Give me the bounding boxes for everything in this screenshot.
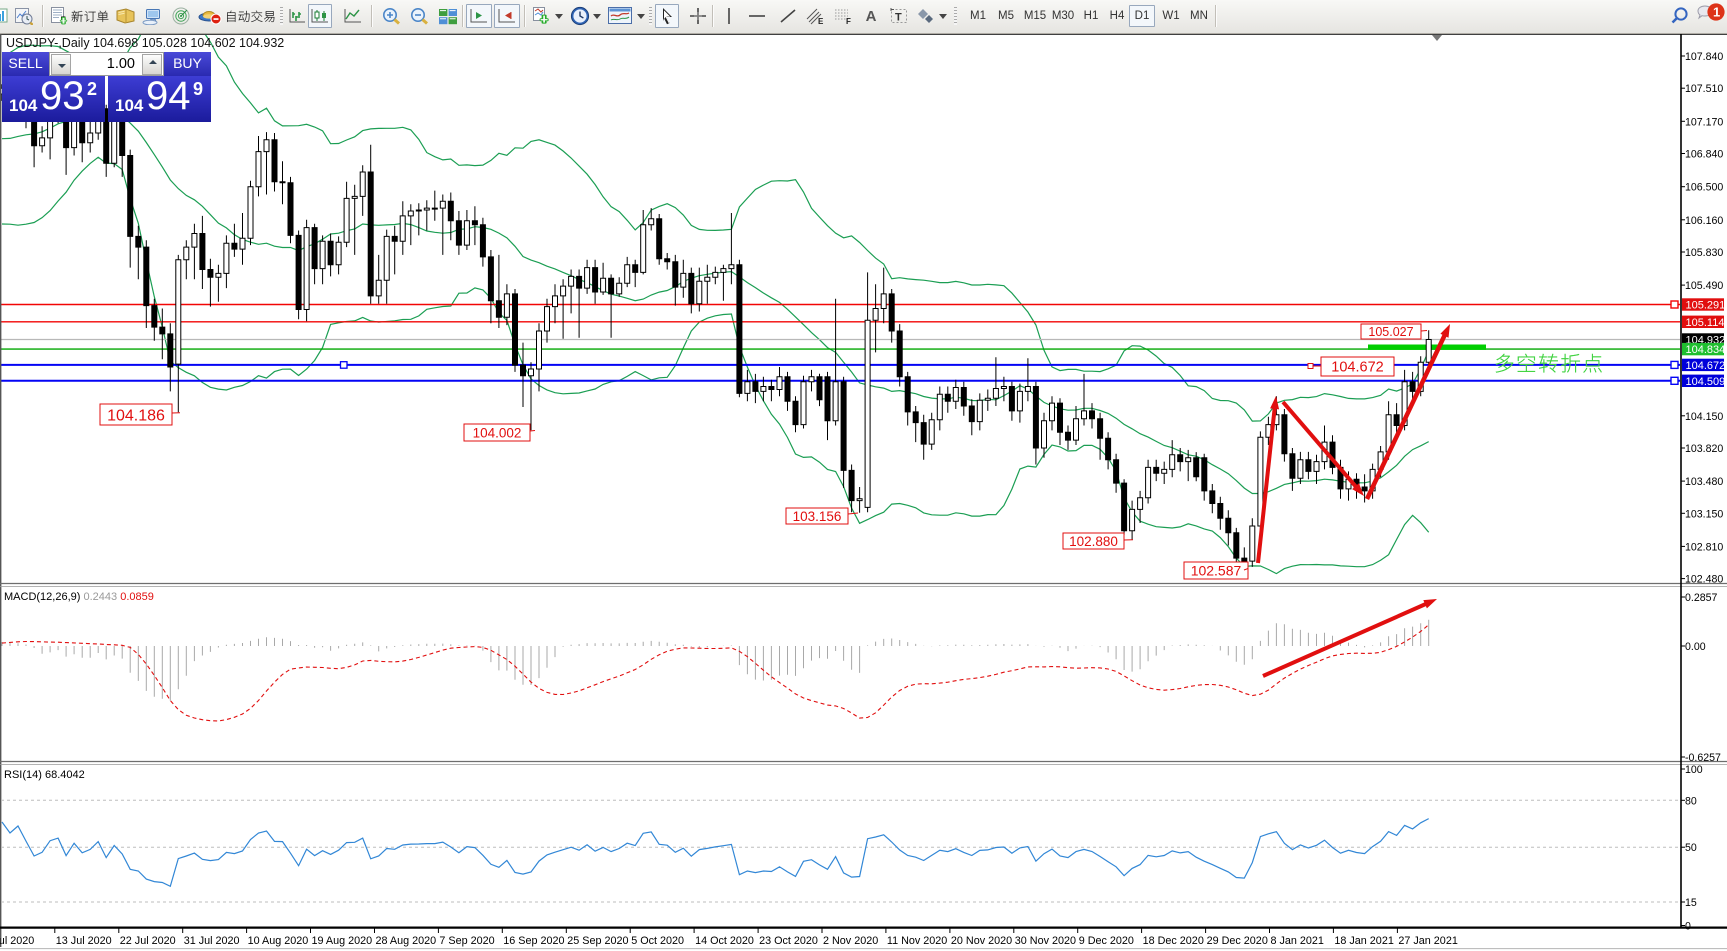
svg-text:2 Jul 2020: 2 Jul 2020 (0, 935, 34, 947)
svg-text:103.820: 103.820 (1685, 443, 1723, 455)
svg-text:31 Jul 2020: 31 Jul 2020 (184, 935, 240, 947)
svg-text:10 Aug 2020: 10 Aug 2020 (248, 935, 309, 947)
svg-text:30 Nov 2020: 30 Nov 2020 (1015, 935, 1076, 947)
svg-text:1: 1 (1713, 5, 1720, 20)
svg-text:MACD(12,26,9) 0.2443 0.0859: MACD(12,26,9) 0.2443 0.0859 (4, 591, 154, 603)
svg-text:100: 100 (1685, 764, 1703, 776)
svg-text:14 Oct 2020: 14 Oct 2020 (695, 935, 754, 947)
svg-text:103.156: 103.156 (793, 509, 842, 524)
svg-text:104.002: 104.002 (473, 425, 522, 440)
svg-text:15: 15 (1685, 897, 1697, 909)
svg-text:103.480: 103.480 (1685, 476, 1723, 488)
svg-text:105.291: 105.291 (1686, 300, 1726, 312)
svg-text:2 Nov 2020: 2 Nov 2020 (823, 935, 878, 947)
svg-text:0.2857: 0.2857 (1685, 592, 1718, 604)
svg-text:19 Aug 2020: 19 Aug 2020 (312, 935, 373, 947)
svg-text:16 Sep 2020: 16 Sep 2020 (503, 935, 564, 947)
svg-text:102.480: 102.480 (1685, 574, 1723, 586)
svg-text:107.840: 107.840 (1685, 51, 1723, 63)
svg-text:80: 80 (1685, 795, 1697, 807)
svg-text:RSI(14) 68.4042: RSI(14) 68.4042 (4, 769, 85, 781)
svg-text:7 Sep 2020: 7 Sep 2020 (439, 935, 494, 947)
svg-text:106.160: 106.160 (1685, 215, 1723, 227)
svg-text:5 Oct 2020: 5 Oct 2020 (631, 935, 684, 947)
svg-text:107.510: 107.510 (1685, 83, 1723, 95)
svg-text:USDJPY-,Daily 104.698 105.028: USDJPY-,Daily 104.698 105.028 104.602 10… (6, 36, 284, 50)
svg-text:105.027: 105.027 (1368, 325, 1413, 339)
svg-text:105.490: 105.490 (1685, 280, 1723, 292)
svg-text:27 Jan 2021: 27 Jan 2021 (1398, 935, 1457, 947)
svg-text:-0.6257: -0.6257 (1685, 752, 1721, 764)
svg-text:25 Sep 2020: 25 Sep 2020 (567, 935, 628, 947)
svg-text:104.834: 104.834 (1686, 344, 1726, 356)
svg-text:8 Jan 2021: 8 Jan 2021 (1271, 935, 1324, 947)
svg-text:104.150: 104.150 (1685, 411, 1723, 423)
svg-text:23 Oct 2020: 23 Oct 2020 (759, 935, 818, 947)
svg-text:106.500: 106.500 (1685, 182, 1723, 194)
svg-text:102.880: 102.880 (1069, 534, 1118, 549)
svg-text:29 Dec 2020: 29 Dec 2020 (1207, 935, 1268, 947)
svg-text:E: E (818, 17, 824, 26)
svg-text:104.672: 104.672 (1686, 360, 1726, 372)
svg-text:22 Jul 2020: 22 Jul 2020 (120, 935, 176, 947)
svg-text:104.186: 104.186 (107, 407, 165, 424)
svg-text:103.150: 103.150 (1685, 508, 1723, 520)
svg-text:105.114: 105.114 (1686, 317, 1725, 329)
svg-text:18 Jan 2021: 18 Jan 2021 (1334, 935, 1393, 947)
svg-text:0.00: 0.00 (1685, 641, 1706, 653)
svg-text:18 Dec 2020: 18 Dec 2020 (1143, 935, 1204, 947)
svg-text:0: 0 (1685, 921, 1691, 933)
svg-text:102.587: 102.587 (1191, 563, 1242, 579)
svg-text:106.840: 106.840 (1685, 149, 1723, 161)
svg-text:107.170: 107.170 (1685, 116, 1723, 128)
svg-text:104.672: 104.672 (1331, 360, 1383, 376)
svg-text:13 Jul 2020: 13 Jul 2020 (56, 935, 112, 947)
svg-text:9 Dec 2020: 9 Dec 2020 (1079, 935, 1134, 947)
svg-text:T: T (895, 12, 902, 24)
svg-text:11 Nov 2020: 11 Nov 2020 (887, 935, 947, 947)
svg-text:104.509: 104.509 (1686, 376, 1726, 388)
svg-text:20 Nov 2020: 20 Nov 2020 (951, 935, 1012, 947)
svg-text:50: 50 (1685, 842, 1697, 854)
svg-text:105.830: 105.830 (1685, 247, 1723, 259)
svg-text:102.810: 102.810 (1685, 541, 1723, 553)
svg-text:28 Aug 2020: 28 Aug 2020 (376, 935, 437, 947)
svg-text:F: F (846, 17, 851, 26)
